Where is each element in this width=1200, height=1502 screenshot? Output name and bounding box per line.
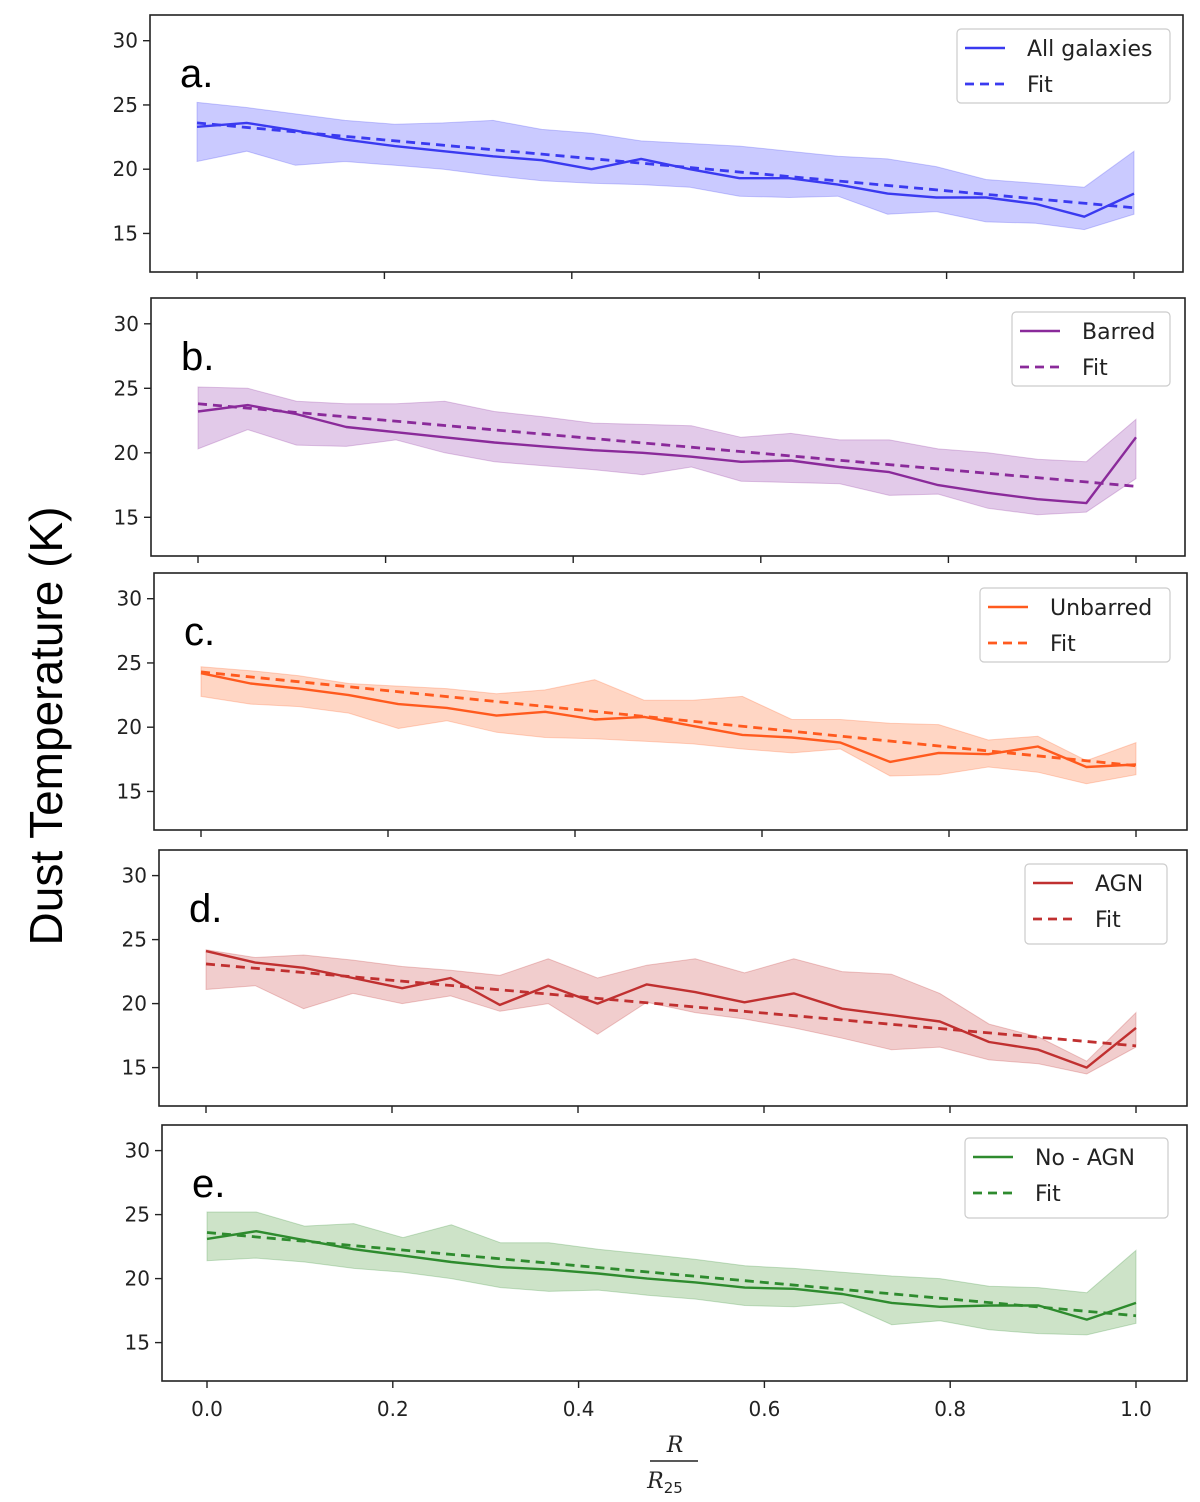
series-line bbox=[205, 949, 1137, 1069]
x-tick-label: 0.8 bbox=[934, 1397, 966, 1421]
panel-a: 15 20 25 30 a. All galaxies Fit bbox=[113, 14, 1184, 279]
legend-label: Fit bbox=[1050, 632, 1076, 657]
series-line bbox=[206, 1229, 1137, 1321]
y-tick-label: 20 bbox=[117, 715, 142, 739]
fit-line bbox=[200, 670, 1137, 768]
legend-box bbox=[956, 28, 1171, 104]
y-tick-label: 15 bbox=[117, 779, 142, 803]
x-tick-label: 0.4 bbox=[563, 1397, 595, 1421]
y-tick-label: 20 bbox=[125, 1267, 150, 1291]
y-tick-label: 30 bbox=[117, 587, 142, 611]
x-tick-label: 0.0 bbox=[191, 1397, 223, 1421]
legend: No - AGN Fit bbox=[964, 1137, 1169, 1219]
legend-label: Fit bbox=[1095, 908, 1121, 933]
legend-box bbox=[964, 1137, 1169, 1219]
legend-label: No - AGN bbox=[1035, 1146, 1135, 1171]
error-band bbox=[200, 666, 1137, 785]
series-line bbox=[197, 403, 1137, 505]
y-tick-label: 15 bbox=[122, 1056, 147, 1080]
y-tick-label: 25 bbox=[117, 651, 142, 675]
legend: All galaxies Fit bbox=[956, 28, 1171, 104]
error-band bbox=[197, 386, 1137, 516]
legend-label: Barred bbox=[1082, 320, 1155, 345]
fit-line bbox=[197, 402, 1137, 488]
y-tick-label: 25 bbox=[125, 1203, 150, 1227]
x-axis-label-denominator-r: R bbox=[646, 1469, 664, 1494]
x-axis-label-numerator: R bbox=[666, 1433, 684, 1458]
fit-line bbox=[206, 1231, 1137, 1318]
y-axis-label: Dust Temperature (K) bbox=[20, 507, 72, 946]
x-tick-label: 0.2 bbox=[377, 1397, 409, 1421]
y-tick-label: 20 bbox=[122, 992, 147, 1016]
legend-label: Fit bbox=[1027, 73, 1053, 98]
y-tick-label: 25 bbox=[113, 93, 138, 117]
x-axis-label-denominator: R25 bbox=[646, 1469, 683, 1497]
legend: AGN Fit bbox=[1024, 863, 1168, 945]
x-tick-label: 0.6 bbox=[748, 1397, 780, 1421]
panel-e: 15 20 25 30 0.0 0.2 0.4 0.6 0.8 1.0 e. No - AGN Fit bbox=[125, 1124, 1188, 1421]
panel-b: 15 20 25 30 b. Barred Fit bbox=[114, 297, 1186, 563]
y-tick-label: 15 bbox=[114, 505, 139, 529]
x-axis-label: R R25 bbox=[646, 1433, 698, 1497]
legend-label: AGN bbox=[1095, 872, 1143, 897]
x-axis-label-denominator-subscript: 25 bbox=[664, 1479, 683, 1497]
y-tick-label: 30 bbox=[113, 29, 138, 53]
y-tick-label: 25 bbox=[114, 376, 139, 400]
legend-label: Fit bbox=[1035, 1182, 1061, 1207]
fit-line bbox=[196, 121, 1135, 210]
y-tick-label: 15 bbox=[113, 221, 138, 245]
y-tick-label: 20 bbox=[114, 441, 139, 465]
y-tick-label: 20 bbox=[113, 157, 138, 181]
panels-group: 15 20 25 30 a. All galaxies Fit 15 20 25 30 b. Barre… bbox=[113, 14, 1188, 1421]
y-tick-label: 30 bbox=[122, 864, 147, 888]
panel-letter: c. bbox=[184, 610, 215, 654]
y-tick-label: 30 bbox=[114, 312, 139, 336]
panel-d: 15 20 25 30 d. AGN Fit bbox=[122, 849, 1188, 1113]
panel-letter: a. bbox=[180, 52, 213, 96]
legend: Unbarred Fit bbox=[979, 587, 1171, 663]
legend: Barred Fit bbox=[1011, 311, 1171, 387]
panel-letter: d. bbox=[189, 887, 222, 931]
panel-c: 15 20 25 30 c. Unbarred Fit bbox=[117, 572, 1188, 837]
series-line bbox=[200, 672, 1137, 769]
panel-letter: b. bbox=[181, 335, 214, 379]
legend-label: All galaxies bbox=[1027, 37, 1152, 62]
fit-line bbox=[205, 962, 1137, 1048]
y-tick-label: 25 bbox=[122, 928, 147, 952]
y-tick-label: 15 bbox=[125, 1331, 150, 1355]
x-tick-label: 1.0 bbox=[1120, 1397, 1152, 1421]
y-tick-label: 30 bbox=[125, 1139, 150, 1163]
panel-letter: e. bbox=[192, 1162, 225, 1206]
legend-label: Unbarred bbox=[1050, 596, 1152, 621]
legend-label: Fit bbox=[1082, 356, 1108, 381]
